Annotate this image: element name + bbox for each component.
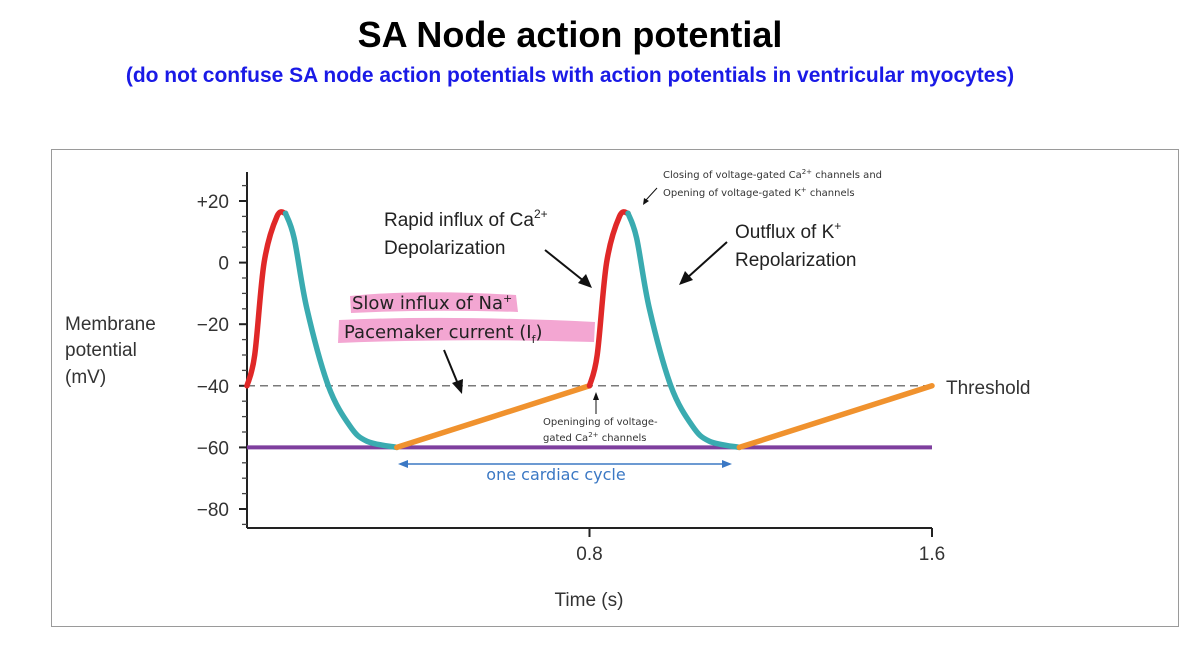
series-pacemaker-2 bbox=[736, 383, 935, 451]
x-ticks: 0.8 1.6 bbox=[576, 528, 945, 565]
y-tick-label-0: +20 bbox=[197, 192, 229, 213]
series-repolarization-1 bbox=[282, 210, 400, 451]
y-tick-label-2: −20 bbox=[197, 315, 229, 336]
closing-channels-label: Closing of voltage-gated Ca2+ channels a… bbox=[663, 168, 882, 181]
series-group bbox=[244, 209, 935, 451]
opening-ca-label-line-2: gated Ca2+ channels bbox=[543, 431, 646, 444]
pacemaker-current-label: Pacemaker current (If) bbox=[344, 322, 542, 346]
x-tick-label-1: 1.6 bbox=[919, 544, 945, 565]
y-tick-label-3: −40 bbox=[197, 377, 229, 398]
series-repolarization-2 bbox=[625, 210, 743, 451]
x-tick-label-0: 0.8 bbox=[576, 544, 602, 565]
y-tick-label-5: −80 bbox=[197, 500, 229, 521]
rapid-influx-label: Rapid influx of Ca2+ bbox=[384, 207, 548, 231]
slide-title: SA Node action potential bbox=[357, 14, 783, 55]
series-depolarization-2 bbox=[586, 209, 631, 389]
series-depolarization-1 bbox=[244, 209, 289, 389]
y-ticks: +20 0 −20 −40 −60 −80 bbox=[197, 192, 247, 521]
slow-influx-label: Slow influx of Na+ bbox=[352, 292, 512, 314]
rapid-influx-arrow bbox=[544, 249, 592, 288]
cycle-arrow bbox=[398, 460, 732, 468]
opening-arrow bbox=[593, 392, 599, 414]
opening-k-channels-label: Opening of voltage-gated K+ channels bbox=[663, 186, 855, 199]
cycle-label: one cardiac cycle bbox=[486, 465, 625, 484]
slow-influx-arrow bbox=[443, 349, 463, 394]
opening-ca-label-line-1: Openinging of voltage- bbox=[543, 417, 658, 428]
outflux-label: Outflux of K+ bbox=[735, 219, 841, 243]
y-axis-label-line-1: Membrane bbox=[65, 314, 156, 335]
slide-subtitle: (do not confuse SA node action potential… bbox=[125, 64, 1015, 87]
series-pacemaker-1 bbox=[394, 383, 593, 451]
closing-arrow bbox=[643, 187, 658, 205]
y-minor-ticks bbox=[242, 184, 247, 526]
outflux-arrow bbox=[679, 241, 728, 285]
depolarization-label: Depolarization bbox=[384, 238, 505, 259]
y-axis-label-line-2: potential bbox=[65, 340, 137, 361]
threshold-label: Threshold bbox=[946, 378, 1031, 399]
y-tick-label-1: 0 bbox=[218, 254, 229, 275]
x-axis-label: Time (s) bbox=[555, 590, 624, 611]
y-tick-label-4: −60 bbox=[197, 438, 229, 459]
repolarization-label: Repolarization bbox=[735, 250, 856, 271]
y-axis-label-line-3: (mV) bbox=[65, 367, 106, 388]
highlight-marker bbox=[338, 292, 595, 343]
